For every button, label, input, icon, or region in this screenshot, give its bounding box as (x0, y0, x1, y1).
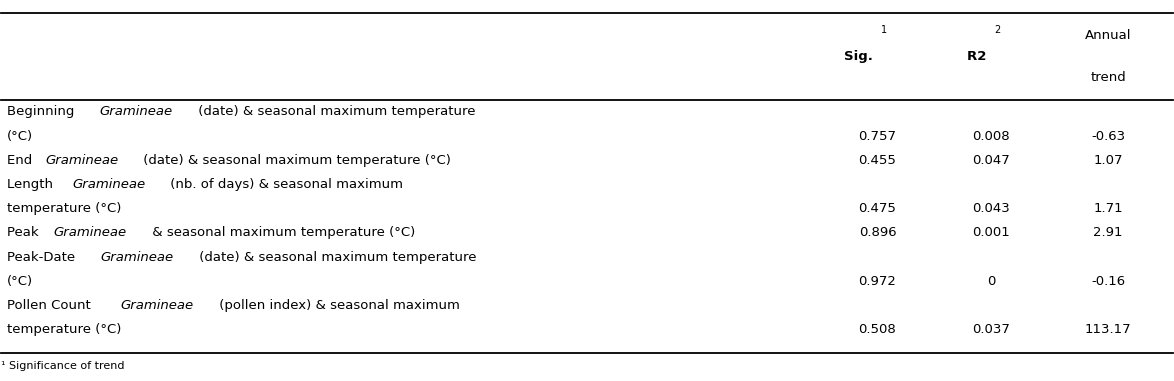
Text: -0.16: -0.16 (1091, 275, 1125, 288)
Text: End: End (7, 154, 36, 167)
Text: (nb. of days) & seasonal maximum: (nb. of days) & seasonal maximum (166, 178, 403, 191)
Text: Gramineae: Gramineae (100, 105, 173, 118)
Text: 0: 0 (987, 275, 996, 288)
Text: (pollen index) & seasonal maximum: (pollen index) & seasonal maximum (215, 299, 459, 312)
Text: 1.71: 1.71 (1093, 202, 1124, 215)
Text: temperature (°C): temperature (°C) (7, 323, 122, 336)
Text: 0.508: 0.508 (858, 323, 896, 336)
Text: (date) & seasonal maximum temperature: (date) & seasonal maximum temperature (195, 251, 475, 264)
Text: 0.972: 0.972 (858, 275, 897, 288)
Text: & seasonal maximum temperature (°C): & seasonal maximum temperature (°C) (148, 226, 414, 239)
Text: 0.475: 0.475 (858, 202, 897, 215)
Text: 0.047: 0.047 (972, 154, 1010, 167)
Text: 2.91: 2.91 (1093, 226, 1124, 239)
Text: Gramineae: Gramineae (121, 299, 194, 312)
Text: 0.896: 0.896 (858, 226, 896, 239)
Text: 0.455: 0.455 (858, 154, 897, 167)
Text: R2: R2 (967, 50, 991, 63)
Text: 113.17: 113.17 (1085, 323, 1132, 336)
Text: -0.63: -0.63 (1091, 130, 1125, 142)
Text: 1: 1 (880, 25, 888, 35)
Text: Gramineae: Gramineae (72, 178, 146, 191)
Text: 2: 2 (994, 25, 1001, 35)
Text: Gramineae: Gramineae (101, 251, 174, 264)
Text: Beginning: Beginning (7, 105, 79, 118)
Text: (°C): (°C) (7, 130, 33, 142)
Text: 0.008: 0.008 (972, 130, 1010, 142)
Text: ¹ Significance of trend: ¹ Significance of trend (1, 361, 124, 371)
Text: Gramineae: Gramineae (46, 154, 119, 167)
Text: 0.043: 0.043 (972, 202, 1010, 215)
Text: Peak-Date: Peak-Date (7, 251, 80, 264)
Text: temperature (°C): temperature (°C) (7, 202, 122, 215)
Text: Peak: Peak (7, 226, 43, 239)
Text: 1.07: 1.07 (1093, 154, 1124, 167)
Text: Annual: Annual (1085, 29, 1132, 42)
Text: Pollen Count: Pollen Count (7, 299, 95, 312)
Text: Sig.: Sig. (844, 50, 877, 63)
Text: (°C): (°C) (7, 275, 33, 288)
Text: 0.757: 0.757 (858, 130, 897, 142)
Text: 0.037: 0.037 (972, 323, 1010, 336)
Text: trend: trend (1091, 70, 1126, 83)
Text: 0.001: 0.001 (972, 226, 1010, 239)
Text: Length: Length (7, 178, 58, 191)
Text: (date) & seasonal maximum temperature (°C): (date) & seasonal maximum temperature (°… (140, 154, 451, 167)
Text: (date) & seasonal maximum temperature: (date) & seasonal maximum temperature (194, 105, 475, 118)
Text: Gramineae: Gramineae (54, 226, 127, 239)
